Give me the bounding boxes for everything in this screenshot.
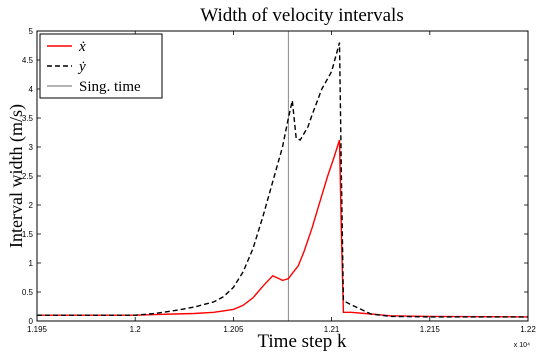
y-tick-label: 0 (29, 317, 34, 326)
legend-label-xdot: ẋ (78, 39, 86, 55)
y-tick-label: 4.5 (22, 56, 34, 65)
legend-label-ydot: ẏ (77, 59, 86, 75)
y-tick-label: 1 (29, 259, 34, 268)
x-tick-label: 1.215 (420, 325, 441, 334)
y-tick-label: 2 (29, 201, 34, 210)
chart-title: Width of velocity intervals (200, 5, 403, 26)
y-tick-label: 3 (29, 143, 34, 152)
y-tick-label: 3.5 (22, 114, 34, 123)
y-tick-label: 1.5 (22, 230, 34, 239)
x-tick-label: 1.2 (130, 325, 142, 334)
y-tick-label: 4 (29, 85, 34, 94)
x-tick-label: 1.22 (520, 325, 536, 334)
legend: ẋ ẏ Sing. time (39, 33, 163, 99)
y-tick-label: 2.5 (22, 172, 34, 181)
x-tick-label: 1.195 (27, 325, 48, 334)
x-axis-label: Time step k (257, 331, 347, 352)
series-line-ydot (37, 42, 528, 318)
y-axis-label: Interval width (m/s) (6, 104, 27, 248)
legend-box (39, 33, 163, 99)
legend-label-sing-time: Sing. time (79, 79, 141, 95)
x-axis-multiplier: x 10⁴ (514, 342, 530, 349)
y-tick-label: 5 (29, 27, 34, 36)
y-axis-ticks: 0 0.5 1 1.5 2 2.5 3 3.5 4 4.5 5 (22, 27, 528, 326)
series-line-xdot (37, 139, 529, 318)
x-tick-label: 1.21 (324, 325, 340, 334)
y-tick-label: 0.5 (22, 288, 34, 297)
x-tick-label: 1.205 (223, 325, 244, 334)
plot-frame (36, 30, 529, 322)
